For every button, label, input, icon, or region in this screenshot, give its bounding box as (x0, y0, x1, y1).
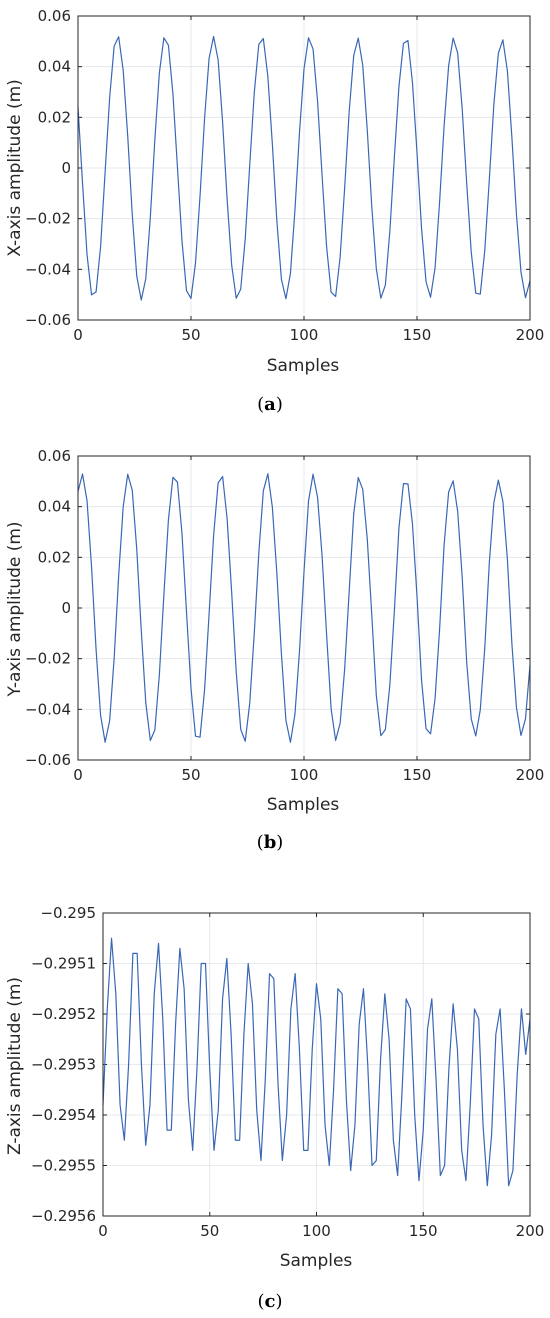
chart-c-ytick-label: −0.2952 (31, 1005, 96, 1023)
chart-panel-c: Z-axis amplitude (m) Samples (c) 0 50 100 1… (5, 904, 544, 1312)
chart-b-series-line (77, 473, 531, 743)
chart-b-xtick-label: 200 (516, 766, 545, 784)
chart-b-caption-open: ( (257, 832, 264, 853)
chart-c-ytick-label: −0.2955 (31, 1157, 96, 1175)
chart-a-ylabel: X-axis amplitude (m) (5, 79, 25, 257)
chart-c-ylabel: Z-axis amplitude (m) (5, 977, 25, 1155)
chart-a-xtick-label: 100 (290, 326, 319, 344)
chart-b-caption-close: ) (276, 832, 283, 853)
chart-c-xlabel: Samples (280, 1251, 353, 1271)
chart-c-caption: (c) (257, 1291, 282, 1312)
chart-c-ytick-label: −0.2956 (31, 1207, 96, 1225)
chart-c-caption-close: ) (275, 1291, 282, 1312)
chart-a-axes-box (77, 15, 531, 321)
chart-b-ytick-label: 0.02 (38, 548, 71, 566)
chart-a-xlabel: Samples (267, 356, 340, 376)
chart-a-xtick-label: 0 (73, 326, 83, 344)
chart-a-ytick-label: 0.04 (38, 58, 71, 76)
chart-c-xtick-label: 100 (302, 1222, 331, 1240)
chart-a-ticks: 0 50 100 150 200 −0.06 −0.04 −0.02 0 0.02 0.04 0.06 (25, 7, 544, 344)
chart-c-ytick-label: −0.2953 (31, 1056, 96, 1074)
chart-b-ytick-label: −0.06 (25, 751, 71, 769)
chart-c-ytick-label: −0.2951 (31, 955, 96, 973)
chart-b-axes-box (77, 455, 531, 761)
chart-a-ytick-label: 0 (61, 159, 71, 177)
chart-b-caption: (b) (257, 832, 284, 853)
chart-b-xlabel: Samples (267, 795, 340, 815)
chart-a-caption-close: ) (276, 394, 283, 415)
chart-b-ytick-label: 0.06 (38, 447, 71, 465)
chart-a-caption: (a) (257, 394, 283, 415)
chart-b-xtick-label: 150 (403, 766, 432, 784)
chart-c-ytick-label: −0.295 (40, 904, 96, 922)
chart-c-ticks: 0 50 100 150 200 −0.2956 −0.2955 −0.2954 −0.2953… (31, 904, 544, 1240)
chart-b-ytick-label: 0.04 (38, 498, 71, 516)
chart-a-ytick-label: −0.06 (25, 311, 71, 329)
chart-panel-a: X-axis amplitude (m) Samples (a) 0 50 100 1… (5, 7, 544, 415)
chart-a-ytick-label: −0.04 (25, 260, 71, 278)
chart-a-ytick-label: 0.02 (38, 108, 71, 126)
chart-a-xtick-label: 150 (403, 326, 432, 344)
chart-a-caption-open: ( (257, 394, 264, 415)
chart-b-ylabel: Y-axis amplitude (m) (5, 521, 25, 697)
chart-b-xtick-label: 0 (73, 766, 83, 784)
chart-b-xtick-label: 50 (181, 766, 200, 784)
chart-c-ytick-label: −0.2954 (31, 1106, 96, 1124)
chart-a-caption-letter: a (264, 394, 276, 415)
chart-a-series-line (77, 35, 531, 301)
chart-a-ytick-label: 0.06 (38, 7, 71, 25)
chart-c-axes-box (102, 912, 531, 1217)
chart-b-ytick-label: 0 (61, 599, 71, 617)
chart-c-caption-letter: c (265, 1291, 276, 1312)
chart-c-xtick-label: 200 (516, 1222, 545, 1240)
chart-c-series-line (102, 937, 531, 1187)
chart-c-xtick-label: 50 (200, 1222, 219, 1240)
chart-c-xtick-label: 150 (409, 1222, 438, 1240)
chart-a-ytick-label: −0.02 (25, 210, 71, 228)
chart-b-ytick-label: −0.04 (25, 700, 71, 718)
chart-c-caption-open: ( (257, 1291, 264, 1312)
chart-a-xtick-label: 200 (516, 326, 545, 344)
chart-b-caption-letter: b (264, 832, 277, 853)
chart-b-grid (77, 455, 531, 761)
chart-a-xtick-label: 50 (181, 326, 200, 344)
chart-panel-b: Y-axis amplitude (m) Samples (b) 0 50 100 1… (5, 447, 544, 853)
chart-c-xtick-label: 0 (98, 1222, 108, 1240)
chart-b-xtick-label: 100 (290, 766, 319, 784)
chart-b-ytick-label: −0.02 (25, 650, 71, 668)
chart-b-ticks: 0 50 100 150 200 −0.06 −0.04 −0.02 0 0.02 0.04 0.06 (25, 447, 544, 784)
